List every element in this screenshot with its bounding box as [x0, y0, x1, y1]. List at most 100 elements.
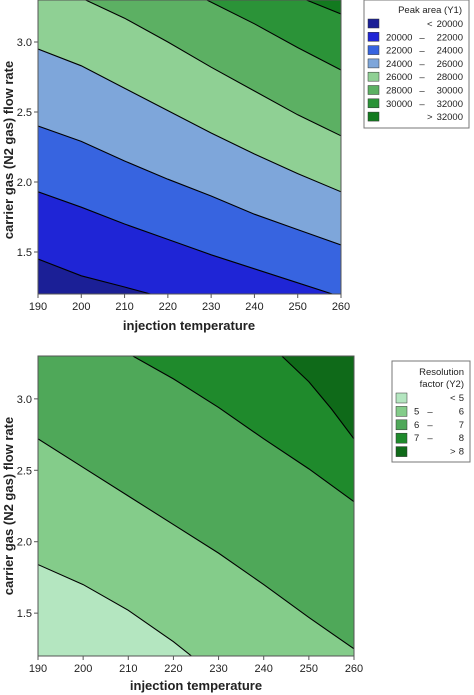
legend-title-2-line-1: Resolution [419, 367, 464, 378]
y-tick-label: 3.0 [17, 394, 32, 406]
legend-title-2-line-2: factor (Y2) [420, 379, 464, 390]
legend-items-2: <55–66–77–8> 8 [395, 392, 464, 458]
legend-dash: – [419, 72, 425, 83]
y-tick-label: 2.5 [17, 465, 32, 477]
contour-band-0 [38, 259, 341, 294]
legend-swatch [395, 419, 408, 431]
legend-dash: – [427, 433, 433, 444]
y-tick-label: 2.0 [17, 177, 32, 189]
legend-low: 26000 [386, 72, 412, 83]
legend-swatch [367, 58, 380, 69]
y-axis-title-2: carrier gas (N2 gas) flow rate [1, 417, 16, 595]
contour-line-0 [38, 258, 151, 294]
legend-swatch [367, 71, 380, 82]
legend-low: 30000 [386, 99, 412, 110]
legend-high: 32000 [437, 99, 463, 110]
x-ticks-2: 190 200 210 220 230 240 250 260 [29, 656, 363, 675]
x-tick-label: 210 [115, 301, 133, 313]
contour-line-2 [132, 356, 354, 503]
legend-title-1: Peak area (Y1) [398, 5, 462, 16]
contour-line-1 [38, 191, 333, 294]
legend-low: 28000 [386, 86, 412, 97]
x-ticks-1: 190 200 210 220 230 240 250 260 [29, 294, 350, 313]
contour-line-3 [38, 48, 341, 193]
legend-swatch [395, 446, 408, 457]
contour-line-3 [281, 356, 354, 440]
legend-swatch [367, 18, 380, 29]
legend-dash: – [419, 99, 425, 110]
legend-low: 5 [414, 406, 419, 417]
contour-line-2 [38, 125, 341, 246]
y-tick-label: 1.5 [17, 608, 32, 620]
y-ticks-1: 1.5 2.0 2.5 3.0 [17, 37, 38, 259]
legend-symbol: > [427, 112, 433, 123]
legend-high: 8 [459, 433, 464, 444]
contour-lines-2 [38, 356, 354, 656]
legend-high: 22000 [437, 32, 463, 43]
legend-value: 5 [459, 393, 464, 404]
legend-items-1: <2000020000–2200022000–2400024000–260002… [367, 18, 463, 123]
legend-swatch [395, 392, 408, 404]
legend-high: 30000 [437, 86, 463, 97]
legend-high: 28000 [437, 72, 463, 83]
legend-low: 22000 [386, 46, 412, 57]
x-tick-label: 200 [74, 663, 92, 675]
x-tick-label: 190 [29, 301, 47, 313]
legend-swatch [367, 45, 380, 55]
x-tick-label: 210 [119, 663, 137, 675]
x-tick-label: 260 [332, 301, 350, 313]
legend-dash: – [419, 59, 425, 70]
chart-2: 190 200 210 220 230 240 250 260 1.5 2.0 2.5 3.0 in… [1, 355, 471, 693]
legend-swatch [367, 85, 380, 95]
legend-low: 24000 [386, 59, 412, 70]
legend-symbol: > [450, 447, 456, 458]
contour-band-1 [38, 438, 354, 656]
x-tick-label: 230 [209, 663, 227, 675]
legend-high: 26000 [437, 59, 463, 70]
contour-bands-1 [38, 0, 341, 294]
contour-line-6 [306, 0, 341, 15]
x-tick-label: 240 [255, 663, 273, 675]
legend-1: Peak area (Y1) <2000020000–2200022000–24… [363, 0, 470, 129]
y-ticks-2: 1.5 2.0 2.5 3.0 [17, 394, 38, 620]
y-tick-label: 2.0 [17, 537, 32, 549]
chart-1: 190 200 210 220 230 240 250 260 1.5 2.0 2.5 3.0 in… [1, 0, 470, 333]
contour-line-5 [206, 0, 341, 71]
y-tick-label: 3.0 [17, 37, 32, 49]
legend-low: 20000 [386, 32, 412, 43]
y-tick-label: 1.5 [17, 247, 32, 259]
legend-swatch [367, 98, 380, 109]
contour-lines-1 [38, 0, 341, 294]
legend-swatch [367, 111, 380, 122]
legend-swatch [367, 32, 380, 42]
x-tick-label: 250 [289, 301, 307, 313]
contour-bands-2 [38, 356, 354, 656]
legend-high: 7 [459, 420, 464, 431]
y-axis-title-1: carrier gas (N2 gas) flow rate [1, 61, 16, 239]
x-tick-label: 220 [164, 663, 182, 675]
x-tick-label: 230 [202, 301, 220, 313]
legend-high: 6 [459, 406, 464, 417]
contour-band-0 [38, 564, 354, 656]
x-axis-title-2: injection temperature [130, 678, 262, 693]
legend-value: 32000 [437, 112, 463, 123]
legend-dash: – [427, 406, 433, 417]
contour-line-4 [85, 0, 341, 137]
legend-symbol: < [450, 393, 456, 404]
legend-high: 24000 [437, 46, 463, 57]
x-tick-label: 190 [29, 663, 47, 675]
legend-value: 20000 [437, 19, 463, 30]
legend-2: Resolution factor (Y2) <55–66–77–8> 8 [391, 360, 471, 463]
contour-line-1 [38, 438, 354, 650]
x-tick-label: 260 [345, 663, 363, 675]
legend-dash: – [427, 420, 433, 431]
plot-border-2 [37, 355, 355, 657]
plot-border-1 [37, 0, 342, 295]
contour-line-0 [38, 564, 192, 656]
legend-swatch [395, 406, 408, 417]
legend-dash: – [419, 86, 425, 97]
legend-dash: – [419, 46, 425, 57]
x-tick-label: 220 [159, 301, 177, 313]
legend-swatch [395, 432, 408, 444]
